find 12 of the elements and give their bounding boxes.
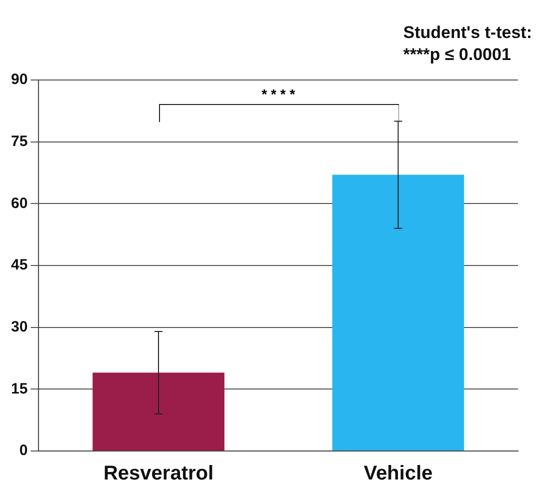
y-tick-label: 75 xyxy=(10,132,28,150)
y-tick-label: 0 xyxy=(19,442,28,460)
x-tick-label: Resveratrol xyxy=(103,462,214,485)
annotation: * * * * xyxy=(260,86,296,102)
y-tick-label: 30 xyxy=(10,318,28,336)
y-tick-label: 15 xyxy=(10,380,28,398)
text: ****p ≤ 0.0001 xyxy=(403,44,512,66)
text: Student's t-test: xyxy=(403,22,532,44)
x-tick-label: Vehicle xyxy=(364,462,433,485)
y-tick-label: 45 xyxy=(10,256,28,274)
y-tick-label: 90 xyxy=(10,71,28,88)
y-tick-label: 60 xyxy=(10,194,28,212)
